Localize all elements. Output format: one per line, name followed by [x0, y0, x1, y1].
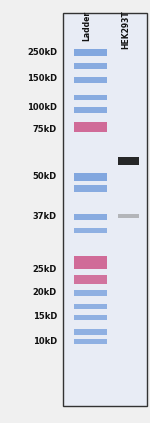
Bar: [74, 185, 107, 192]
Bar: [74, 94, 107, 100]
Text: 25kD: 25kD: [33, 265, 57, 275]
Bar: [74, 49, 107, 56]
Text: HEK293T: HEK293T: [122, 11, 130, 49]
Bar: [74, 77, 107, 83]
Bar: [74, 122, 107, 132]
Text: 100kD: 100kD: [27, 103, 57, 113]
Bar: [74, 173, 107, 181]
Bar: [118, 157, 139, 165]
Bar: [74, 228, 107, 233]
Bar: [74, 304, 107, 310]
Text: 50kD: 50kD: [33, 172, 57, 181]
Bar: [74, 107, 107, 113]
Text: 250kD: 250kD: [27, 48, 57, 58]
Bar: [74, 329, 107, 335]
Text: Ladder: Ladder: [82, 11, 91, 41]
Text: 75kD: 75kD: [33, 124, 57, 134]
Text: 10kD: 10kD: [33, 337, 57, 346]
Bar: [74, 63, 107, 69]
Bar: [74, 275, 107, 284]
Text: 37kD: 37kD: [33, 212, 57, 222]
Bar: [74, 339, 107, 344]
FancyBboxPatch shape: [63, 13, 147, 406]
Text: 20kD: 20kD: [33, 288, 57, 297]
Bar: [74, 290, 107, 296]
Text: 150kD: 150kD: [27, 74, 57, 83]
Bar: [74, 214, 107, 220]
Bar: [118, 214, 139, 218]
Bar: [74, 256, 107, 269]
Bar: [74, 315, 107, 320]
Text: 15kD: 15kD: [33, 312, 57, 321]
